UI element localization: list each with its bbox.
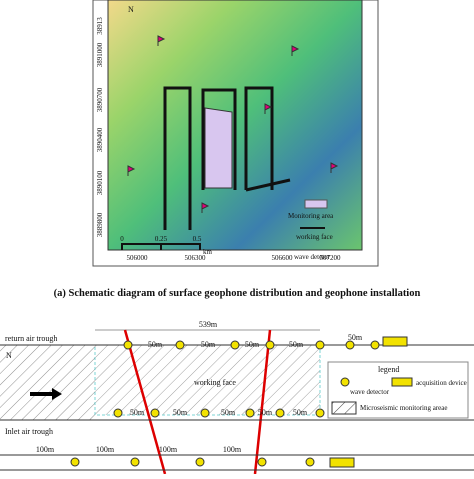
x-label: 507200 (320, 254, 342, 262)
working-faces (163, 86, 291, 230)
spacing: 100m (159, 445, 178, 454)
return-trough: return air trough (5, 334, 57, 343)
legend-swatch (340, 377, 350, 387)
working-face: working face (194, 378, 236, 387)
legend-label: wave detector (350, 388, 390, 396)
spacing: 50m (258, 408, 273, 417)
spacing: 50m (130, 408, 145, 417)
legend-title: legend (378, 365, 399, 374)
x-label: 506300 (185, 254, 207, 262)
scale-label: 0.25 (155, 235, 168, 243)
spacing: 50m (348, 333, 363, 342)
spacing: 50m (293, 408, 308, 417)
y-label: 3891000 (96, 42, 104, 67)
y-label: 3890100 (96, 170, 104, 195)
scale-label: km (203, 248, 213, 256)
scale-label: 0 (120, 235, 124, 243)
spacing: 50m (289, 340, 304, 349)
inlet-trough: Inlet air trough (5, 427, 53, 436)
y-label: 38913 (96, 17, 104, 35)
spacing: 50m (148, 340, 163, 349)
legend-label: Monitoring area (288, 212, 334, 220)
y-label: 3889800 (96, 212, 104, 237)
legend-label: acquisition device (416, 379, 467, 387)
legend-label: wave detetor (294, 253, 331, 261)
faults (123, 329, 272, 475)
arrow-head (52, 388, 62, 400)
detectors (70, 336, 408, 468)
spacing: 100m (223, 445, 242, 454)
x-label: 506000 (127, 254, 149, 262)
length: 539m (199, 320, 218, 329)
spacing: 50m (221, 408, 236, 417)
y-labels: 38913 3891000 3890700 3890400 3890100 38… (96, 17, 104, 238)
legend-swatch (304, 199, 328, 209)
legend-label: working face (296, 233, 333, 241)
detectors (127, 35, 339, 213)
legend-label: Microseismic monitoring areae (360, 404, 447, 412)
legend-swatch (391, 377, 413, 387)
north: N (128, 5, 134, 14)
scale-bar (121, 243, 201, 250)
x-label: 506600 (272, 254, 294, 262)
spacing: 100m (96, 445, 115, 454)
caption: (a) Schematic diagram of surface geophon… (54, 288, 421, 299)
scale-label: 0.5 (193, 235, 202, 243)
spacing: 50m (201, 340, 216, 349)
legend-swatch (331, 401, 357, 415)
spacing: 50m (245, 340, 260, 349)
spacing: 50m (173, 408, 188, 417)
spacing: 100m (36, 445, 55, 454)
monitoring-area (204, 107, 233, 189)
y-label: 3890400 (96, 127, 104, 152)
y-label: 3890700 (96, 87, 104, 112)
goaf (0, 345, 95, 420)
